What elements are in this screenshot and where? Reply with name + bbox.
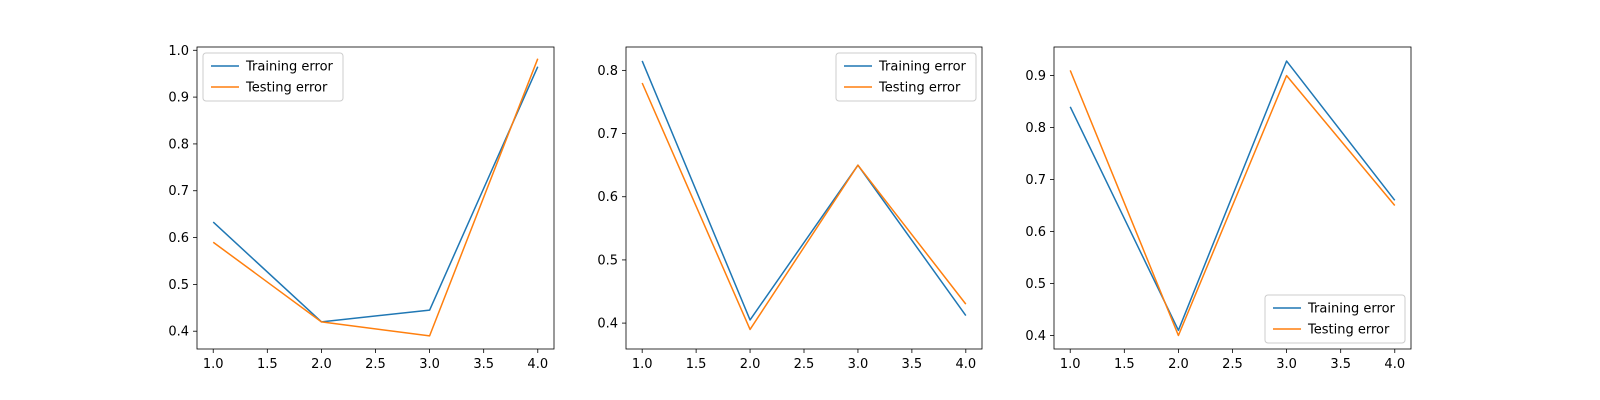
series-line-training — [641, 60, 967, 321]
legend: Training error Testing error — [1264, 294, 1406, 344]
x-tick-label: 4.0 — [527, 357, 548, 372]
x-tick-label: 2.0 — [1168, 357, 1189, 372]
chart-panel-2: 1.0 1.5 2.0 2.5 3.0 3.5 4.0 0.4 0.5 0.6 0.7 0.8 Trai… — [597, 46, 983, 372]
y-tick-label: 0.8 — [168, 137, 189, 152]
x-tick-label: 4.0 — [955, 357, 976, 372]
y-tick-label: 0.6 — [597, 190, 618, 205]
chart-panel-3: 1.0 1.5 2.0 2.5 3.0 3.5 4.0 0.4 0.5 0.6 0.7 0.8 0.9 T… — [1025, 46, 1412, 372]
x-tick-label: 3.0 — [419, 357, 440, 372]
x-tick-label: 3.5 — [473, 357, 494, 372]
x-tick-label: 1.5 — [686, 357, 707, 372]
y-tick-label: 0.4 — [1025, 329, 1046, 344]
series-line-testing — [1069, 70, 1396, 337]
x-tick-label: 1.5 — [257, 357, 278, 372]
series-line-training — [212, 66, 539, 323]
legend-label-testing: Testing error — [245, 81, 328, 96]
series-line-training — [1069, 60, 1396, 332]
y-tick-label: 0.6 — [1025, 225, 1046, 240]
y-tick-label: 0.4 — [168, 325, 189, 340]
x-tick-label: 2.0 — [740, 357, 761, 372]
x-tick-label: 2.5 — [1222, 357, 1243, 372]
x-tick-label: 3.0 — [1276, 357, 1297, 372]
legend-label-testing: Testing error — [878, 81, 961, 96]
legend: Training error Testing error — [835, 52, 977, 102]
x-tick-label: 3.5 — [1330, 357, 1351, 372]
y-tick-label: 0.4 — [597, 317, 618, 332]
chart-panel-1: 1.0 1.5 2.0 2.5 3.0 3.5 4.0 0.4 0.5 0.6 0.7 0.8 0.9 1… — [168, 44, 555, 372]
y-tick-label: 0.8 — [597, 64, 618, 79]
x-tick-label: 2.5 — [794, 357, 815, 372]
y-tick-label: 0.5 — [597, 253, 618, 268]
x-tick-label: 3.5 — [902, 357, 923, 372]
y-tick-label: 0.7 — [168, 184, 189, 199]
legend-label-training: Training error — [245, 60, 334, 75]
legend-label-testing: Testing error — [1307, 323, 1390, 338]
y-tick-label: 0.7 — [597, 127, 618, 142]
x-tick-label: 2.5 — [365, 357, 386, 372]
legend-label-training: Training error — [878, 60, 967, 75]
y-tick-label: 1.0 — [168, 44, 189, 59]
series-line-testing — [641, 82, 967, 331]
series-line-testing — [212, 58, 539, 337]
legend: Training error Testing error — [202, 52, 344, 102]
x-tick-label: 3.0 — [848, 357, 869, 372]
x-tick-label: 1.0 — [632, 357, 653, 372]
legend-box — [1264, 294, 1406, 344]
legend-box — [202, 52, 344, 102]
y-tick-label: 0.6 — [168, 231, 189, 246]
x-tick-label: 4.0 — [1384, 357, 1405, 372]
x-tick-label: 1.0 — [203, 357, 224, 372]
legend-label-training: Training error — [1307, 302, 1396, 317]
y-tick-label: 0.8 — [1025, 121, 1046, 136]
y-tick-label: 0.5 — [1025, 277, 1046, 292]
y-tick-label: 0.5 — [168, 278, 189, 293]
legend-box — [835, 52, 977, 102]
y-tick-label: 0.9 — [168, 91, 189, 106]
x-tick-label: 1.5 — [1114, 357, 1135, 372]
y-tick-label: 0.9 — [1025, 69, 1046, 84]
x-tick-label: 2.0 — [311, 357, 332, 372]
x-tick-label: 1.0 — [1060, 357, 1081, 372]
y-tick-label: 0.7 — [1025, 173, 1046, 188]
